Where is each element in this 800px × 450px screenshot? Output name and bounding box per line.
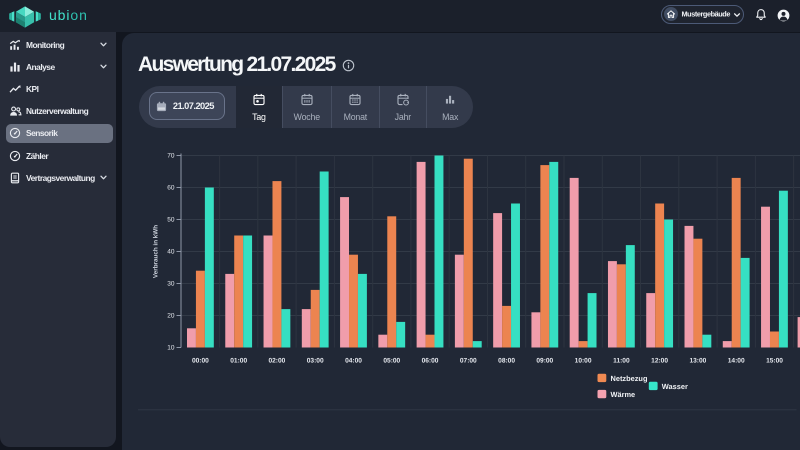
svg-text:13:00: 13:00: [689, 358, 706, 365]
svg-text:09:00: 09:00: [536, 358, 553, 365]
svg-text:03:00: 03:00: [307, 358, 324, 365]
svg-text:10: 10: [167, 345, 175, 352]
svg-text:00:00: 00:00: [192, 358, 209, 365]
svg-text:15:00: 15:00: [766, 358, 783, 365]
svg-text:Netzbezug: Netzbezug: [611, 374, 648, 383]
svg-text:40: 40: [167, 249, 175, 256]
svg-text:Wärme: Wärme: [611, 390, 636, 399]
svg-text:Verbrauch in kWh: Verbrauch in kWh: [153, 225, 160, 278]
svg-text:20: 20: [167, 313, 175, 320]
svg-text:05:00: 05:00: [383, 358, 400, 365]
svg-text:60: 60: [167, 185, 175, 192]
svg-text:07:00: 07:00: [460, 358, 477, 365]
svg-text:06:00: 06:00: [422, 358, 439, 365]
svg-text:10:00: 10:00: [575, 358, 592, 365]
svg-text:50: 50: [167, 217, 175, 224]
svg-text:02:00: 02:00: [268, 358, 285, 365]
svg-text:12:00: 12:00: [651, 358, 668, 365]
svg-text:04:00: 04:00: [345, 358, 362, 365]
svg-text:Wasser: Wasser: [662, 382, 688, 391]
svg-text:70: 70: [167, 153, 175, 160]
svg-text:30: 30: [167, 281, 175, 288]
svg-text:14:00: 14:00: [728, 358, 745, 365]
svg-text:08:00: 08:00: [498, 358, 515, 365]
svg-text:11:00: 11:00: [613, 358, 630, 365]
svg-text:01:00: 01:00: [230, 358, 247, 365]
